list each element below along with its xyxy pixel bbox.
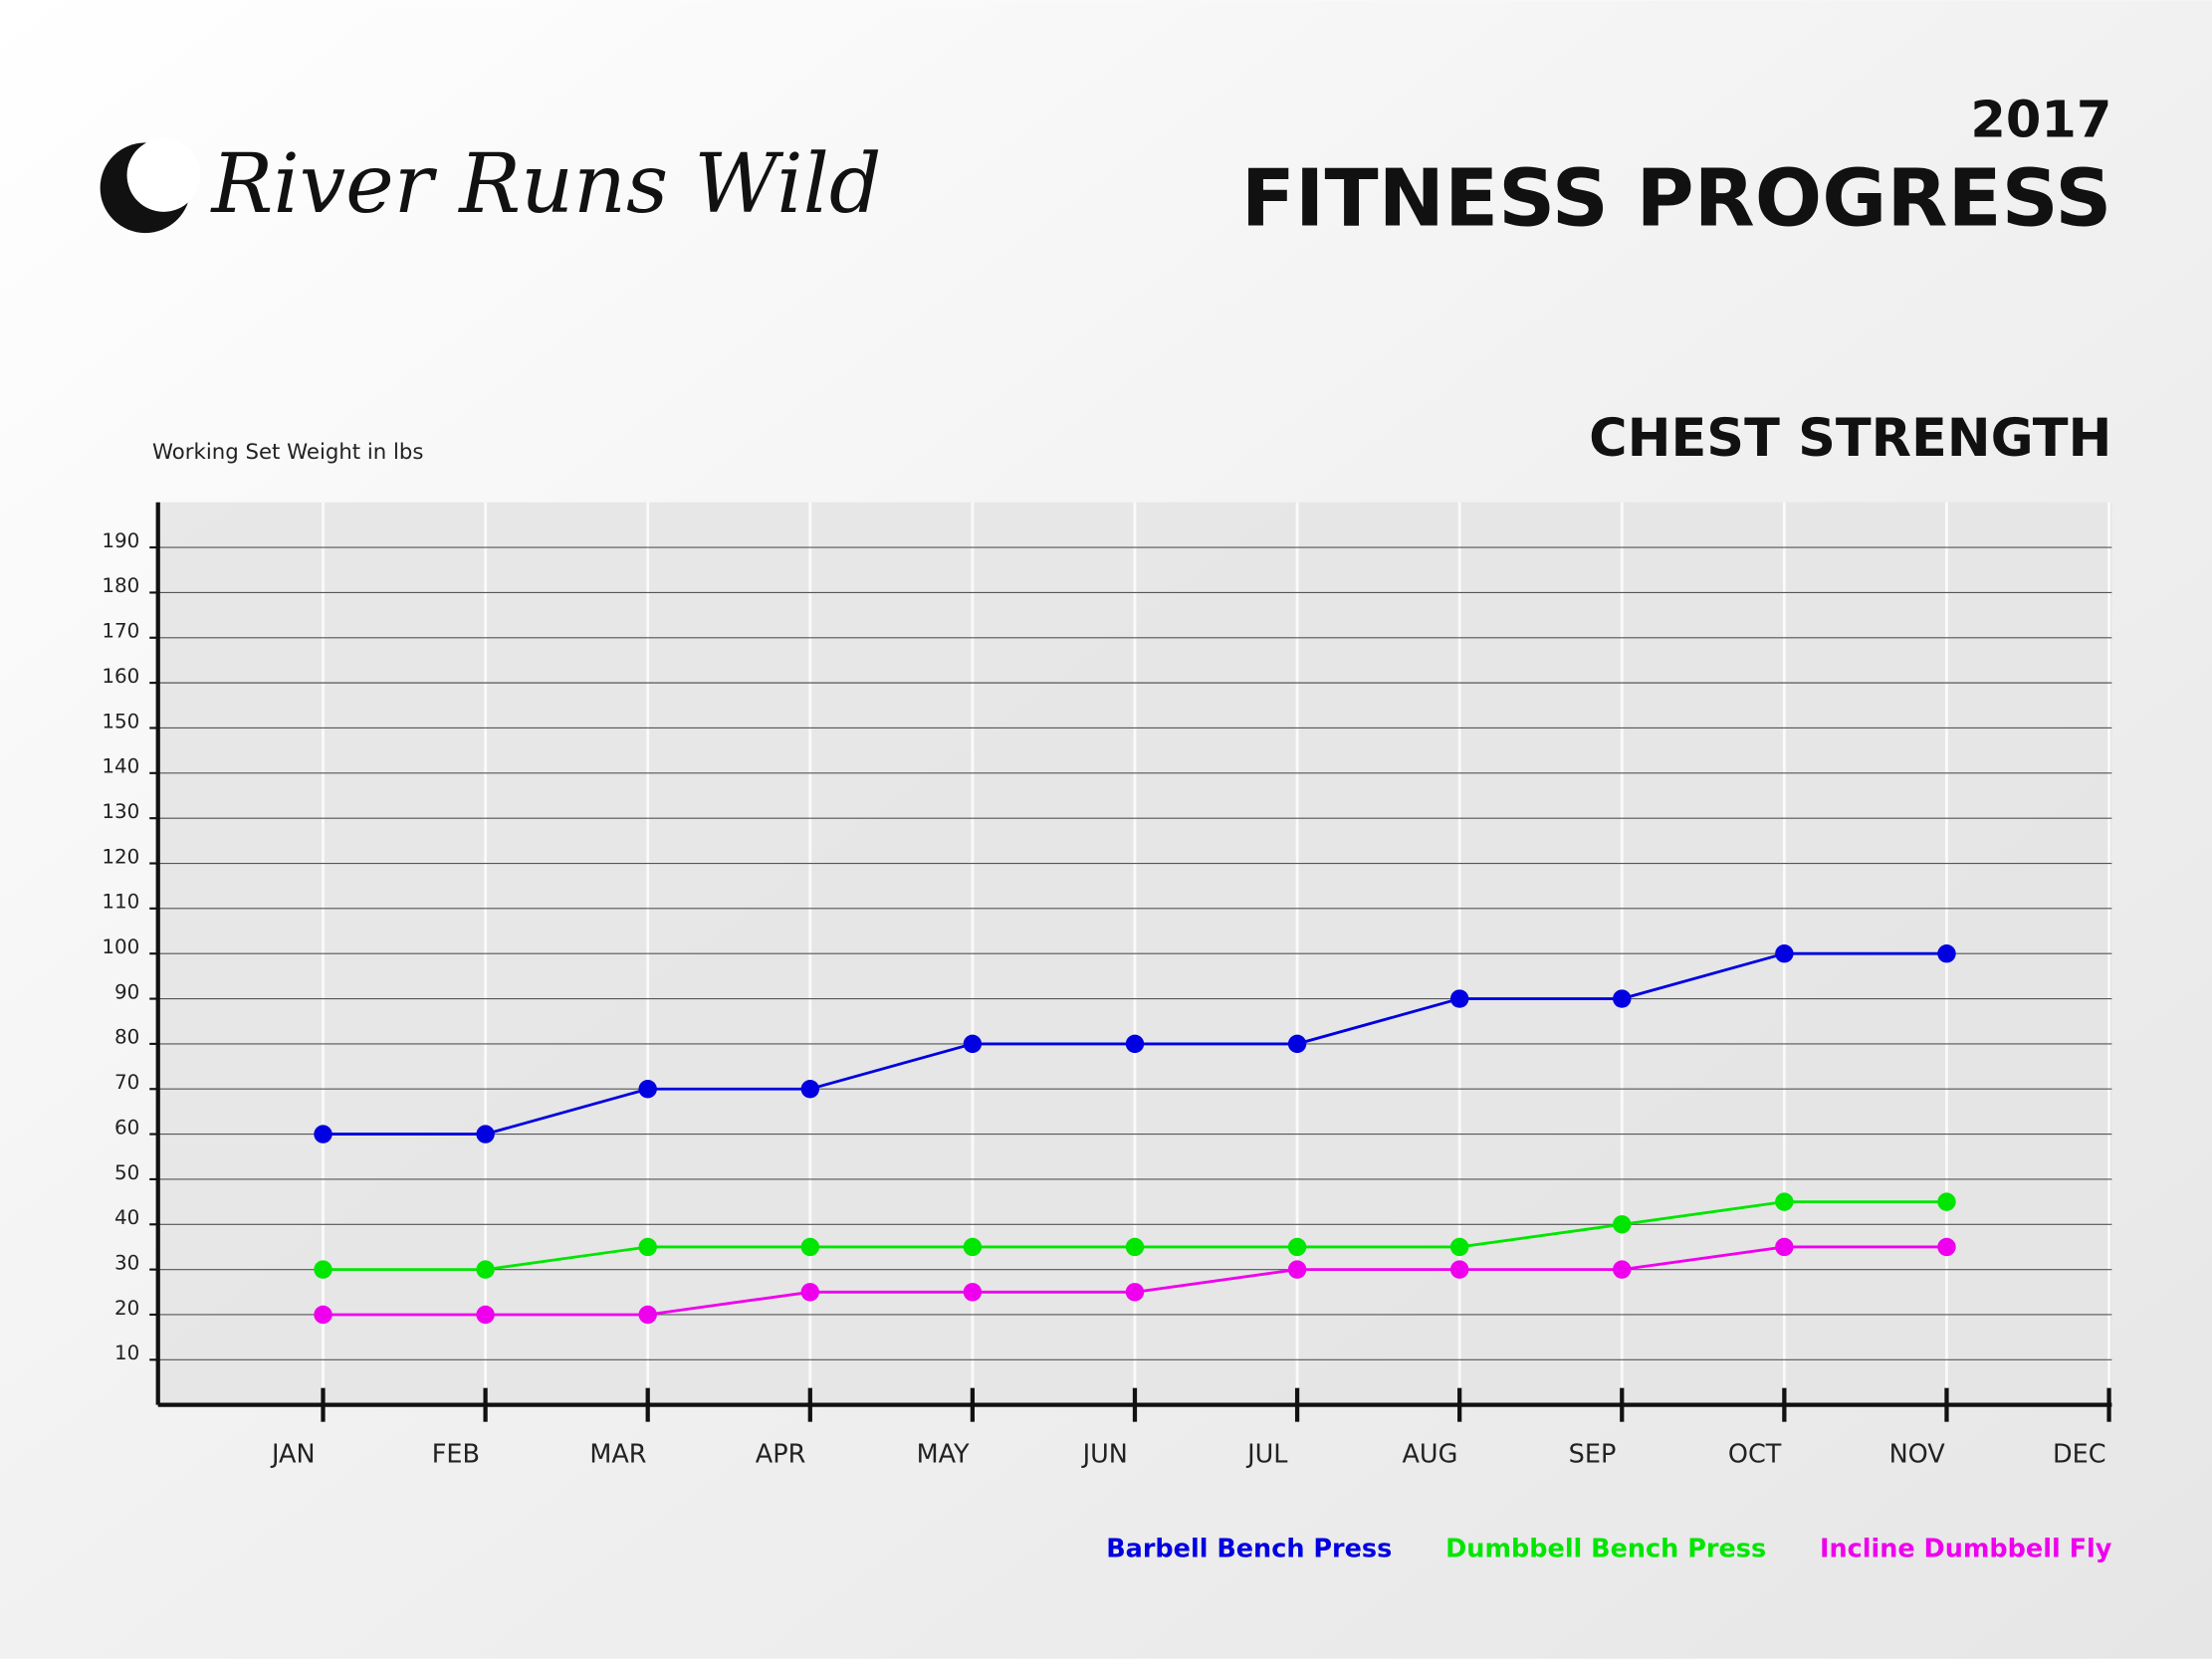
data-point	[963, 1237, 983, 1257]
y-tick-label: 60	[114, 1116, 139, 1139]
legend-entry: Barbell Bench Press	[1106, 1535, 1392, 1564]
data-point	[1125, 1283, 1145, 1302]
y-tick-label: 160	[102, 665, 139, 688]
x-tick-label: MAR	[589, 1440, 646, 1470]
y-tick-label: 130	[102, 800, 139, 823]
data-point	[1775, 1192, 1794, 1211]
x-tick-label: NOV	[1889, 1440, 1946, 1470]
y-tick-label: 20	[114, 1297, 139, 1320]
data-point	[1937, 943, 1956, 963]
data-point	[1287, 1260, 1307, 1279]
data-point	[1449, 989, 1469, 1008]
data-point	[476, 1305, 495, 1325]
data-point	[638, 1237, 657, 1257]
x-tick-label: JAN	[270, 1440, 316, 1470]
data-point	[1449, 1237, 1469, 1257]
y-tick-label: 90	[114, 980, 139, 1003]
y-tick-label: 100	[102, 935, 139, 958]
x-tick-label: AUG	[1402, 1440, 1457, 1470]
data-point	[800, 1237, 820, 1257]
y-tick-label: 120	[102, 845, 139, 868]
y-tick-label: 80	[114, 1026, 139, 1049]
logo-icon-cut	[126, 138, 201, 212]
data-point	[1775, 943, 1794, 963]
data-point	[1287, 1034, 1307, 1054]
data-point	[963, 1283, 983, 1302]
data-point	[314, 1260, 332, 1279]
x-tick-label: OCT	[1728, 1440, 1782, 1470]
logo-text: River Runs Wild	[210, 137, 882, 232]
y-tick-label: 140	[102, 755, 139, 778]
y-tick-label: 180	[102, 574, 139, 597]
chart-title: FITNESS PROGRESS	[1241, 151, 2112, 244]
x-tick-label: DEC	[2053, 1440, 2106, 1470]
x-tick-label: SEP	[1569, 1440, 1617, 1470]
data-point	[1613, 1260, 1632, 1279]
x-tick-label: JUN	[1081, 1440, 1128, 1470]
data-point	[476, 1260, 495, 1279]
x-tick-label: MAY	[917, 1440, 970, 1470]
data-point	[1449, 1260, 1469, 1279]
legend-entry: Incline Dumbbell Fly	[1820, 1535, 2112, 1564]
data-point	[314, 1305, 332, 1325]
data-point	[963, 1034, 983, 1054]
data-point	[638, 1080, 657, 1099]
data-point	[800, 1283, 820, 1302]
x-tick-label: JUL	[1245, 1440, 1288, 1470]
y-tick-label: 110	[102, 891, 139, 914]
data-point	[476, 1125, 495, 1143]
y-tick-label: 30	[114, 1251, 139, 1274]
data-point	[1613, 1215, 1632, 1234]
data-point	[638, 1305, 657, 1325]
y-tick-label: 40	[114, 1206, 139, 1229]
data-point	[1287, 1237, 1307, 1257]
year: 2017	[1970, 92, 2111, 150]
logo: River Runs Wild	[100, 137, 882, 234]
data-point	[1613, 989, 1632, 1008]
data-point	[1125, 1237, 1145, 1257]
y-tick-label: 190	[102, 529, 139, 552]
data-point	[1125, 1034, 1145, 1054]
y-axis-label: Working Set Weight in lbs	[152, 440, 423, 465]
y-tick-label: 70	[114, 1071, 139, 1094]
data-point	[1937, 1237, 1956, 1257]
x-tick-label: FEB	[432, 1440, 480, 1470]
data-point	[1937, 1192, 1956, 1211]
y-tick-label: 150	[102, 710, 139, 732]
data-point	[314, 1125, 332, 1143]
legend-entry: Dumbbell Bench Press	[1445, 1535, 1766, 1564]
chart-subtitle: CHEST STRENGTH	[1589, 408, 2111, 469]
y-tick-label: 10	[114, 1342, 139, 1364]
x-tick-label: APR	[756, 1440, 806, 1470]
data-point	[800, 1080, 820, 1099]
data-point	[1775, 1237, 1794, 1257]
y-tick-label: 170	[102, 620, 139, 643]
y-tick-label: 50	[114, 1161, 139, 1184]
